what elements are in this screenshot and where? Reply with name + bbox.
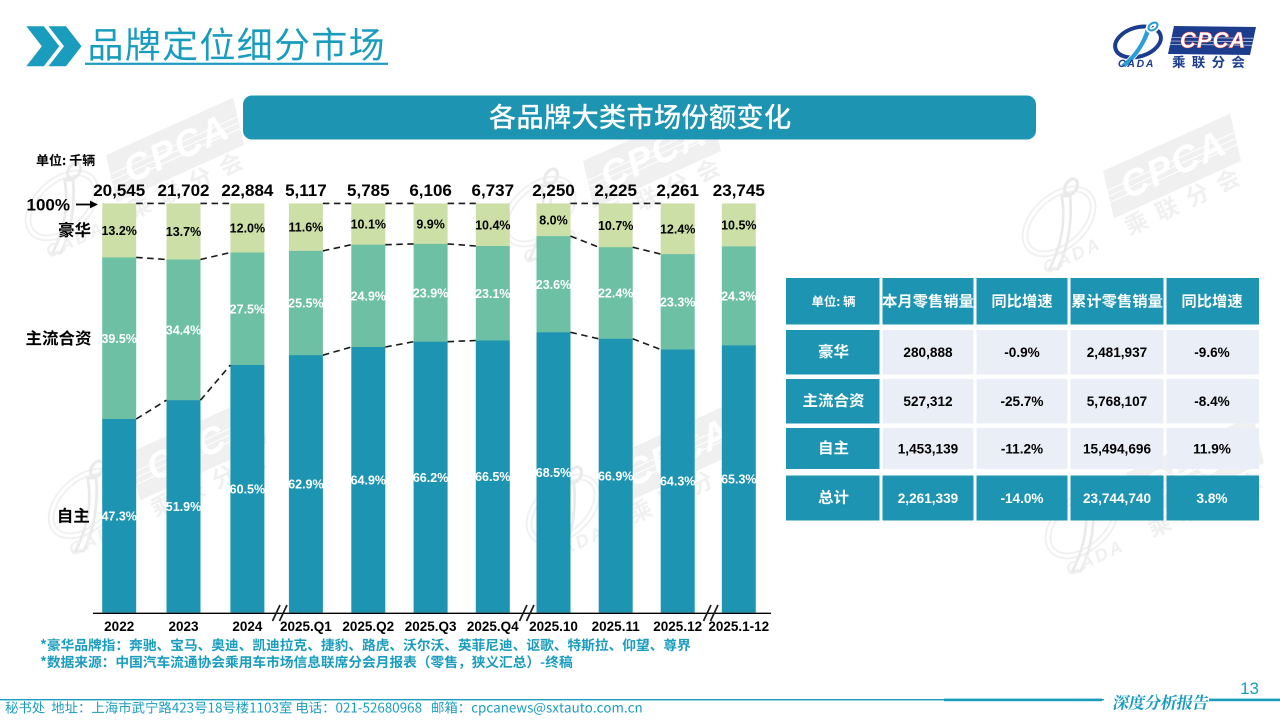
svg-text:64.9%: 64.9%: [351, 473, 386, 487]
svg-text:2025.Q2: 2025.Q2: [342, 619, 394, 634]
svg-text:6,737: 6,737: [472, 181, 515, 200]
svg-text:34.4%: 34.4%: [166, 323, 201, 337]
svg-text:5,117: 5,117: [285, 181, 327, 200]
svg-text:527,312: 527,312: [903, 394, 953, 409]
svg-text:-14.0%: -14.0%: [1000, 491, 1043, 506]
svg-text:2022: 2022: [104, 619, 134, 634]
svg-text:24.3%: 24.3%: [721, 290, 756, 304]
svg-text:2025.Q3: 2025.Q3: [405, 619, 457, 634]
svg-text:23,744,740: 23,744,740: [1083, 491, 1151, 506]
svg-text:65.3%: 65.3%: [721, 473, 756, 487]
svg-text:2,261: 2,261: [656, 181, 699, 200]
svg-text:1,453,139: 1,453,139: [898, 441, 959, 456]
svg-text:2,261,339: 2,261,339: [898, 491, 959, 506]
svg-text:66.9%: 66.9%: [598, 469, 633, 483]
svg-text:13.2%: 13.2%: [101, 224, 136, 238]
svg-text:12.4%: 12.4%: [660, 222, 695, 236]
svg-text:24.9%: 24.9%: [351, 290, 386, 304]
svg-text:68.5%: 68.5%: [536, 466, 571, 480]
svg-text:-11.2%: -11.2%: [1001, 441, 1043, 456]
svg-text:2025.1-12: 2025.1-12: [708, 619, 769, 634]
svg-text:64.3%: 64.3%: [660, 475, 695, 489]
svg-text:2025.Q1: 2025.Q1: [280, 619, 332, 634]
svg-text:2025.Q4: 2025.Q4: [467, 619, 519, 634]
svg-text:2024: 2024: [232, 619, 263, 634]
svg-text:23.6%: 23.6%: [536, 278, 571, 292]
svg-text:12.0%: 12.0%: [230, 222, 265, 236]
svg-text:25.5%: 25.5%: [288, 297, 323, 311]
svg-text:-25.7%: -25.7%: [1000, 394, 1043, 409]
svg-text:20,545: 20,545: [93, 181, 145, 200]
svg-text:47.3%: 47.3%: [101, 509, 136, 523]
svg-text:60.5%: 60.5%: [230, 482, 265, 496]
svg-text:22.4%: 22.4%: [598, 287, 633, 301]
svg-text:13: 13: [1240, 679, 1259, 698]
svg-text:10.5%: 10.5%: [721, 219, 756, 233]
svg-text:5,768,107: 5,768,107: [1087, 394, 1147, 409]
svg-text:13.7%: 13.7%: [166, 225, 201, 239]
svg-text:23.9%: 23.9%: [413, 286, 448, 300]
svg-text:2,481,937: 2,481,937: [1087, 345, 1147, 360]
svg-text:10.1%: 10.1%: [351, 218, 386, 232]
svg-text:23.3%: 23.3%: [660, 295, 695, 309]
svg-text:23,745: 23,745: [713, 181, 765, 200]
svg-text:-0.9%: -0.9%: [1004, 345, 1040, 360]
svg-text:2023: 2023: [168, 619, 199, 634]
svg-text:23.1%: 23.1%: [475, 287, 510, 301]
svg-text:66.5%: 66.5%: [475, 470, 510, 484]
svg-text:15,494,696: 15,494,696: [1083, 441, 1151, 456]
svg-text:2,225: 2,225: [594, 181, 637, 200]
svg-text:21,702: 21,702: [158, 181, 210, 200]
svg-text:66.2%: 66.2%: [413, 471, 448, 485]
svg-text:27.5%: 27.5%: [230, 302, 265, 316]
svg-text:3.8%: 3.8%: [1197, 491, 1228, 506]
svg-text:51.9%: 51.9%: [166, 500, 201, 514]
svg-text:9.9%: 9.9%: [416, 217, 445, 231]
svg-text:10.7%: 10.7%: [598, 219, 633, 233]
svg-text:2025.10: 2025.10: [529, 619, 578, 634]
svg-text:100%: 100%: [27, 196, 70, 215]
svg-text:11.6%: 11.6%: [289, 221, 324, 235]
svg-text:280,888: 280,888: [903, 345, 953, 360]
svg-text:2,250: 2,250: [532, 181, 575, 200]
svg-text:6,106: 6,106: [409, 181, 452, 200]
svg-text:62.9%: 62.9%: [288, 478, 323, 492]
svg-text:2025.11: 2025.11: [592, 619, 641, 634]
svg-text:8.0%: 8.0%: [539, 213, 568, 227]
svg-text:-9.6%: -9.6%: [1194, 345, 1230, 360]
svg-text:11.9%: 11.9%: [1193, 441, 1231, 456]
svg-text:-8.4%: -8.4%: [1194, 394, 1230, 409]
svg-text:2025.12: 2025.12: [653, 619, 702, 634]
svg-text:10.4%: 10.4%: [475, 218, 510, 232]
svg-text:22,884: 22,884: [221, 181, 274, 200]
svg-text:39.5%: 39.5%: [101, 332, 136, 346]
svg-text:5,785: 5,785: [347, 181, 390, 200]
